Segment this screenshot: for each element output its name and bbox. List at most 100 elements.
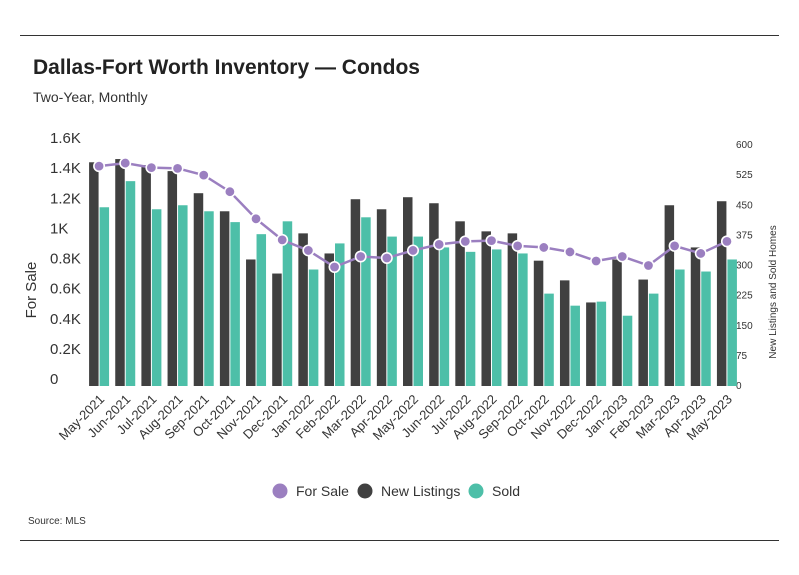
y-right-tick-label: 150 — [736, 321, 753, 332]
bar-sold — [701, 271, 711, 386]
point-for-sale — [380, 251, 393, 264]
bar-new-listings — [272, 273, 282, 386]
chart-subtitle: Two-Year, Monthly — [33, 89, 148, 105]
y-left-tick-label: 0.6K — [50, 281, 81, 298]
point-for-sale — [694, 247, 707, 260]
bar-sold — [204, 211, 214, 386]
bar-new-listings — [324, 253, 335, 386]
bar-new-listings — [298, 233, 308, 386]
point-for-sale — [459, 235, 472, 248]
bar-new-listings — [481, 231, 491, 386]
y-left-tick-label: 0.8K — [50, 251, 81, 268]
bar-sold — [622, 315, 633, 386]
point-for-sale — [119, 157, 132, 170]
point-for-sale — [250, 212, 263, 225]
bar-new-listings — [559, 280, 570, 386]
bar-new-listings — [219, 211, 230, 386]
bar-sold — [596, 301, 607, 386]
bar-sold — [99, 207, 110, 386]
bar-sold — [256, 234, 267, 386]
point-for-sale — [537, 241, 550, 254]
bar-new-listings — [429, 203, 439, 386]
point-for-sale — [668, 239, 681, 252]
bar-new-listings — [193, 193, 204, 386]
bottom-rule — [20, 540, 779, 541]
bar-sold — [570, 305, 580, 386]
bar-sold — [648, 293, 659, 386]
y-left-tick-label: 1K — [50, 220, 68, 237]
y-right-tick-label: 0 — [736, 381, 742, 392]
bar-new-listings — [690, 247, 701, 386]
bar-new-listings — [533, 260, 544, 386]
point-for-sale — [171, 162, 184, 175]
legend-label: New Listings — [381, 483, 460, 499]
point-for-sale — [485, 234, 498, 247]
bar-new-listings — [612, 259, 622, 386]
bar-new-listings — [350, 199, 361, 386]
y-left-tick-label: 0.2K — [50, 341, 81, 358]
y-right-tick-label: 75 — [736, 351, 748, 362]
point-for-sale — [302, 244, 315, 257]
bar-new-listings — [246, 259, 256, 386]
point-for-sale — [616, 250, 629, 263]
point-for-sale — [433, 238, 446, 251]
bar-sold — [387, 236, 397, 386]
bar-sold — [491, 249, 502, 386]
y-left-tick-label: 0.4K — [50, 311, 81, 328]
bar-new-listings — [403, 197, 413, 386]
legend-marker — [272, 483, 288, 499]
legend-marker — [468, 483, 484, 499]
y-left-tick-label: 1.6K — [50, 130, 81, 147]
top-rule — [20, 35, 779, 36]
point-for-sale — [197, 169, 210, 182]
bar-new-listings — [586, 302, 596, 386]
y-left-tick-label: 1.4K — [50, 160, 81, 177]
y-right-tick-label: 300 — [736, 261, 753, 272]
bar-new-listings — [664, 205, 675, 386]
point-for-sale — [406, 244, 419, 257]
y-right-axis-title: New Listings and Sold Homes — [768, 225, 779, 358]
legend-label: Sold — [492, 483, 520, 499]
point-for-sale — [93, 160, 106, 173]
point-for-sale — [223, 185, 236, 198]
chart-title: Dallas-Fort Worth Inventory — Condos — [33, 56, 420, 79]
point-for-sale — [563, 245, 576, 258]
bar-sold — [465, 251, 476, 386]
legend-marker — [357, 483, 373, 499]
y-right-tick-label: 225 — [736, 291, 753, 302]
bar-sold — [518, 253, 528, 386]
bar-new-listings — [455, 221, 465, 386]
source-note: Source: MLS — [28, 516, 86, 527]
bar-new-listings — [89, 162, 99, 386]
y-left-tick-label: 1.2K — [50, 190, 81, 207]
point-for-sale — [328, 261, 341, 274]
bar-new-listings — [167, 171, 178, 386]
y-left-tick-label: 0 — [50, 371, 58, 388]
y-right-tick-label: 600 — [736, 140, 753, 151]
bar-sold — [727, 259, 737, 386]
bar-sold — [675, 269, 685, 386]
y-right-tick-label: 525 — [736, 170, 753, 181]
y-right-tick-label: 375 — [736, 230, 753, 241]
point-for-sale — [511, 239, 524, 252]
y-right-tick-label: 450 — [736, 200, 753, 211]
point-for-sale — [276, 233, 289, 246]
bar-sold — [308, 269, 319, 386]
point-for-sale — [720, 235, 733, 248]
point-for-sale — [354, 250, 367, 263]
bar-sold — [151, 209, 162, 386]
bar-new-listings — [141, 165, 151, 386]
bar-sold — [178, 205, 188, 386]
legend-label: For Sale — [296, 483, 349, 499]
bar-new-listings — [507, 233, 518, 386]
bar-new-listings — [376, 209, 387, 386]
bar-sold — [413, 236, 423, 386]
bar-sold — [335, 243, 345, 386]
bar-new-listings — [638, 279, 648, 386]
point-for-sale — [642, 259, 655, 272]
bar-new-listings — [115, 159, 125, 386]
bar-sold — [544, 293, 554, 386]
bar-sold — [230, 222, 240, 386]
y-left-axis-title: For Sale — [23, 262, 40, 319]
